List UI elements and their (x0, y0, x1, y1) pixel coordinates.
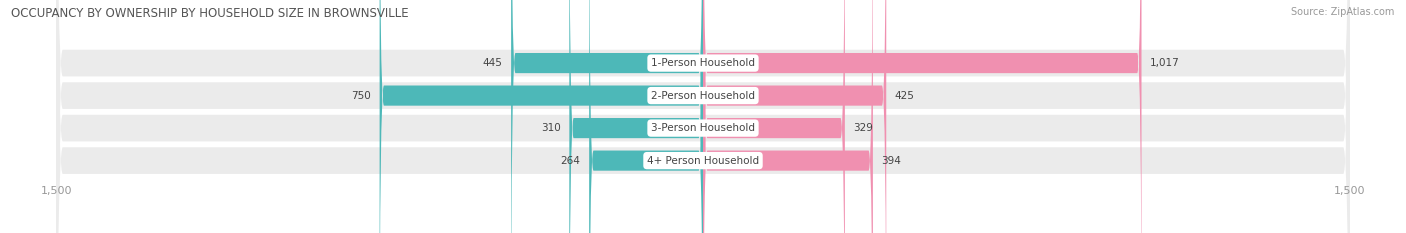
Text: 445: 445 (482, 58, 502, 68)
FancyBboxPatch shape (703, 0, 886, 233)
Text: 310: 310 (541, 123, 561, 133)
FancyBboxPatch shape (703, 0, 1142, 233)
FancyBboxPatch shape (703, 0, 845, 233)
Text: 1-Person Household: 1-Person Household (651, 58, 755, 68)
Text: 329: 329 (853, 123, 873, 133)
Text: 264: 264 (561, 156, 581, 166)
FancyBboxPatch shape (56, 0, 1350, 233)
FancyBboxPatch shape (569, 0, 703, 233)
Text: 750: 750 (352, 91, 371, 101)
FancyBboxPatch shape (56, 0, 1350, 233)
FancyBboxPatch shape (380, 0, 703, 233)
Text: 394: 394 (882, 156, 901, 166)
Text: 1,017: 1,017 (1150, 58, 1180, 68)
Text: 2-Person Household: 2-Person Household (651, 91, 755, 101)
FancyBboxPatch shape (512, 0, 703, 233)
Text: OCCUPANCY BY OWNERSHIP BY HOUSEHOLD SIZE IN BROWNSVILLE: OCCUPANCY BY OWNERSHIP BY HOUSEHOLD SIZE… (11, 7, 409, 20)
Text: 4+ Person Household: 4+ Person Household (647, 156, 759, 166)
Text: 425: 425 (894, 91, 915, 101)
FancyBboxPatch shape (56, 0, 1350, 233)
Text: 3-Person Household: 3-Person Household (651, 123, 755, 133)
Text: Source: ZipAtlas.com: Source: ZipAtlas.com (1291, 7, 1395, 17)
FancyBboxPatch shape (703, 0, 873, 233)
FancyBboxPatch shape (589, 0, 703, 233)
FancyBboxPatch shape (56, 0, 1350, 233)
